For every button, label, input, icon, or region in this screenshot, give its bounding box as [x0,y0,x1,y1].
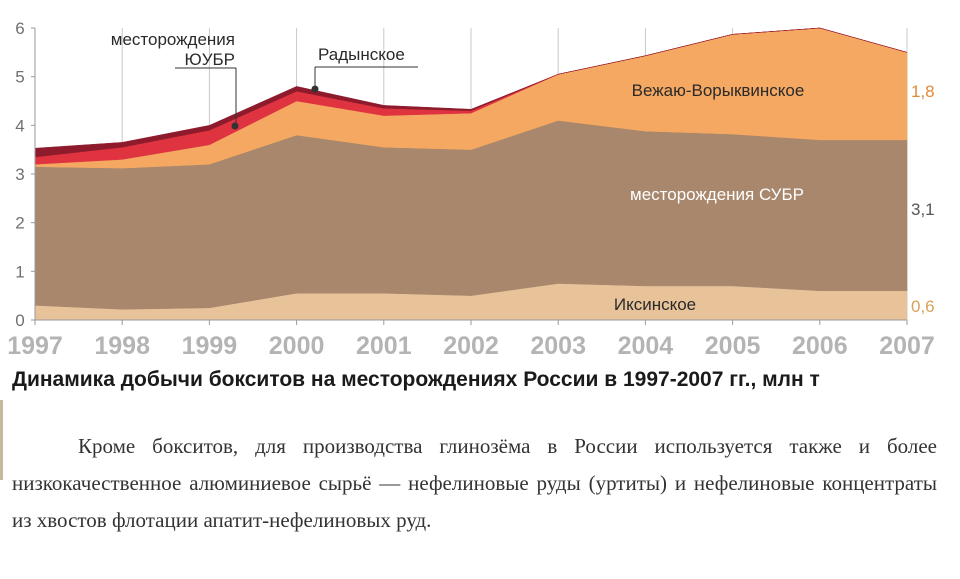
end-label-subr: 3,1 [911,200,935,219]
bauxite-chart: 0 1 2 3 4 5 6 1997 1998 1999 2000 2001 2002 2003 2004… [7,19,935,360]
label-yubr-line1: месторождения [111,30,235,49]
paragraph-text: Кроме бокситов, для производства глинозё… [12,434,937,532]
y-tick-label-6: 6 [15,19,24,38]
x-tick-label-2001: 2001 [356,332,412,360]
y-tick-label-4: 4 [15,116,24,135]
x-tick-label-2006: 2006 [792,332,848,360]
end-label-iksinskoe: 0,6 [911,297,935,316]
end-labels: 0,6 3,1 1,8 [911,82,935,316]
chart-caption: Динамика добычи бокситов на месторождени… [12,368,820,391]
body-paragraph: Кроме бокситов, для производства глинозё… [12,428,937,539]
stacked-areas [34,27,908,321]
annotations [175,66,418,130]
x-tick-label-1997: 1997 [7,332,63,360]
y-tick-label-0: 0 [15,311,24,330]
label-iksinskoe: Иксинское [614,295,696,314]
y-tick-label-3: 3 [15,165,24,184]
y-tick-label-1: 1 [15,262,24,281]
end-label-vezhayu: 1,8 [911,82,935,101]
x-tick-label-2004: 2004 [618,332,674,360]
y-ticks: 0 1 2 3 4 5 6 [15,19,35,330]
y-tick-label-2: 2 [15,214,24,233]
series-labels: Иксинское месторождения СУБР Вежаю-Ворык… [111,30,805,314]
label-radynskoe: Радынское [318,45,405,64]
label-yubr-line2: ЮУБР [185,50,235,69]
label-subr: месторождения СУБР [630,185,804,204]
x-tick-label-2002: 2002 [443,332,499,360]
x-tick-label-2005: 2005 [705,332,761,360]
y-tick-label-5: 5 [15,68,24,87]
radynskoe-marker [311,85,319,93]
yubr-marker [231,122,239,130]
area-radynskoe [34,27,908,158]
label-vezhayu: Вежаю-Ворыквинское [632,81,805,100]
x-tick-label-2000: 2000 [269,332,325,360]
x-ticks: 1997 1998 1999 2000 2001 2002 2003 2004 2005 2006… [7,320,935,360]
margin-marker [0,400,3,480]
x-tick-label-2007: 2007 [879,332,935,360]
x-tick-label-1999: 1999 [182,332,238,360]
x-tick-label-1998: 1998 [94,332,150,360]
x-tick-label-2003: 2003 [530,332,586,360]
